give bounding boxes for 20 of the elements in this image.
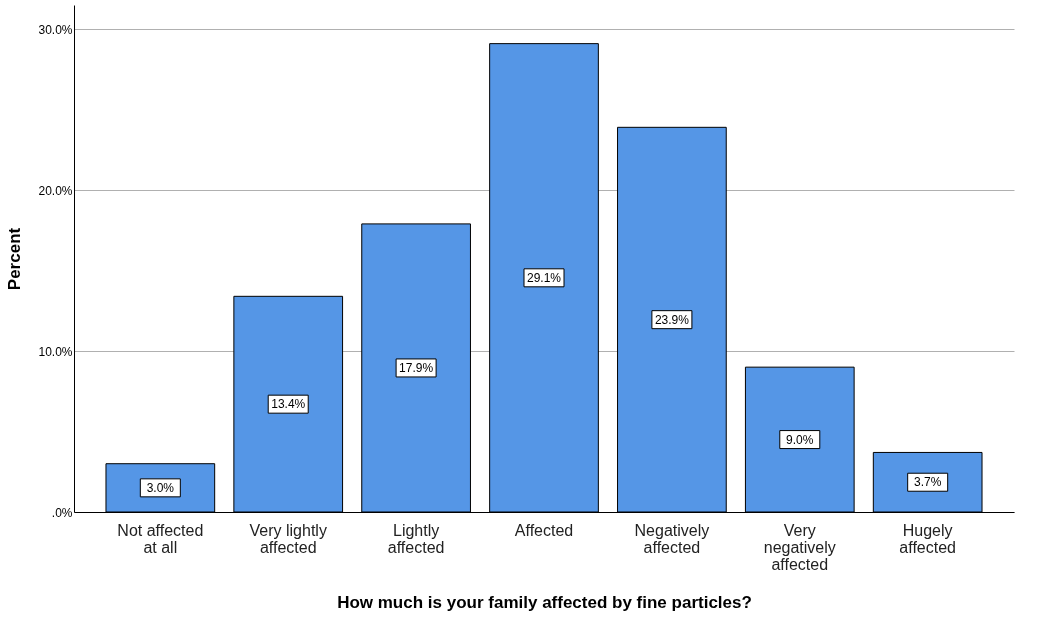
y-tick-label: 30.0% bbox=[38, 22, 73, 37]
data-label: 9.0% bbox=[786, 432, 814, 447]
x-tick-label: Negatively affected bbox=[634, 521, 710, 556]
y-tick-label: 10.0% bbox=[38, 344, 73, 359]
data-label: 3.7% bbox=[913, 475, 942, 490]
x-tick-label: Affected bbox=[514, 521, 574, 539]
x-tick-label: Very lightly affected bbox=[249, 521, 327, 556]
x-axis-title: How much is your family affected by fine particles? bbox=[337, 592, 752, 612]
x-tick-label: Very negatively affected bbox=[763, 521, 836, 573]
data-label: 29.1% bbox=[526, 270, 562, 285]
data-label: 17.9% bbox=[399, 360, 434, 375]
y-tick-label: .0% bbox=[51, 505, 73, 520]
y-axis-title: Percent bbox=[5, 227, 25, 291]
x-tick-label: Hugely affected bbox=[899, 521, 956, 556]
data-label: 13.4% bbox=[271, 397, 306, 412]
y-tick-label: 20.0% bbox=[38, 183, 73, 198]
x-tick-label: Not affected at all bbox=[117, 521, 204, 556]
x-tick-label: Lightly affected bbox=[387, 521, 445, 556]
data-label: 3.0% bbox=[146, 480, 175, 495]
data-label: 23.9% bbox=[654, 312, 690, 327]
